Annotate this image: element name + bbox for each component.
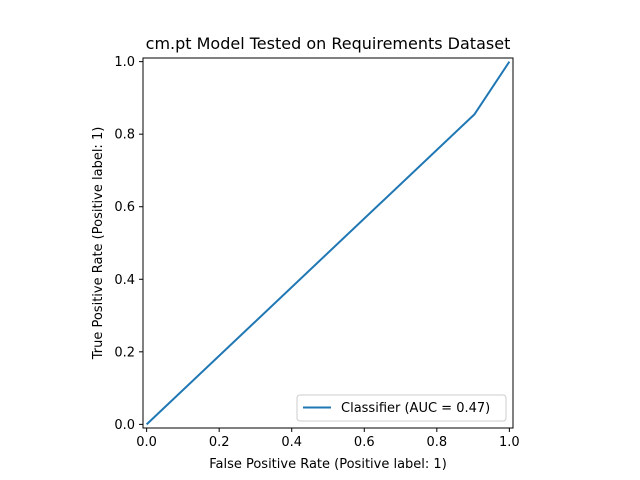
plot-frame (142, 57, 514, 429)
chart-title: cm.pt Model Tested on Requirements Datas… (146, 34, 511, 53)
x-tick-label: 0.2 (209, 435, 230, 450)
y-tick-label: 0.0 (114, 418, 135, 433)
legend-label: Classifier (AUC = 0.47) (341, 401, 490, 416)
y-axis-label: True Positive Rate (Positive label: 1) (91, 127, 106, 361)
x-tick-label: 0.4 (281, 435, 302, 450)
x-axis-ticks: 0.0 0.2 0.4 0.6 0.8 1.0 (136, 428, 520, 450)
legend: Classifier (AUC = 0.47) (296, 394, 507, 422)
y-tick-label: 1.0 (114, 55, 135, 70)
y-tick-label: 0.8 (114, 128, 135, 143)
x-axis-label: False Positive Rate (Positive label: 1) (209, 457, 447, 472)
roc-curve-line (145, 61, 511, 426)
y-tick-label: 0.2 (114, 345, 135, 360)
y-tick-label: 0.4 (114, 273, 135, 288)
x-tick-label: 0.6 (354, 435, 375, 450)
y-tick-label: 0.6 (114, 200, 135, 215)
x-tick-label: 1.0 (499, 435, 520, 450)
legend-box (296, 394, 507, 422)
series-layer (145, 61, 511, 426)
y-axis-ticks: 0.0 0.2 0.4 0.6 0.8 1.0 (114, 55, 143, 433)
x-tick-label: 0.8 (426, 435, 447, 450)
x-tick-label: 0.0 (136, 435, 157, 450)
